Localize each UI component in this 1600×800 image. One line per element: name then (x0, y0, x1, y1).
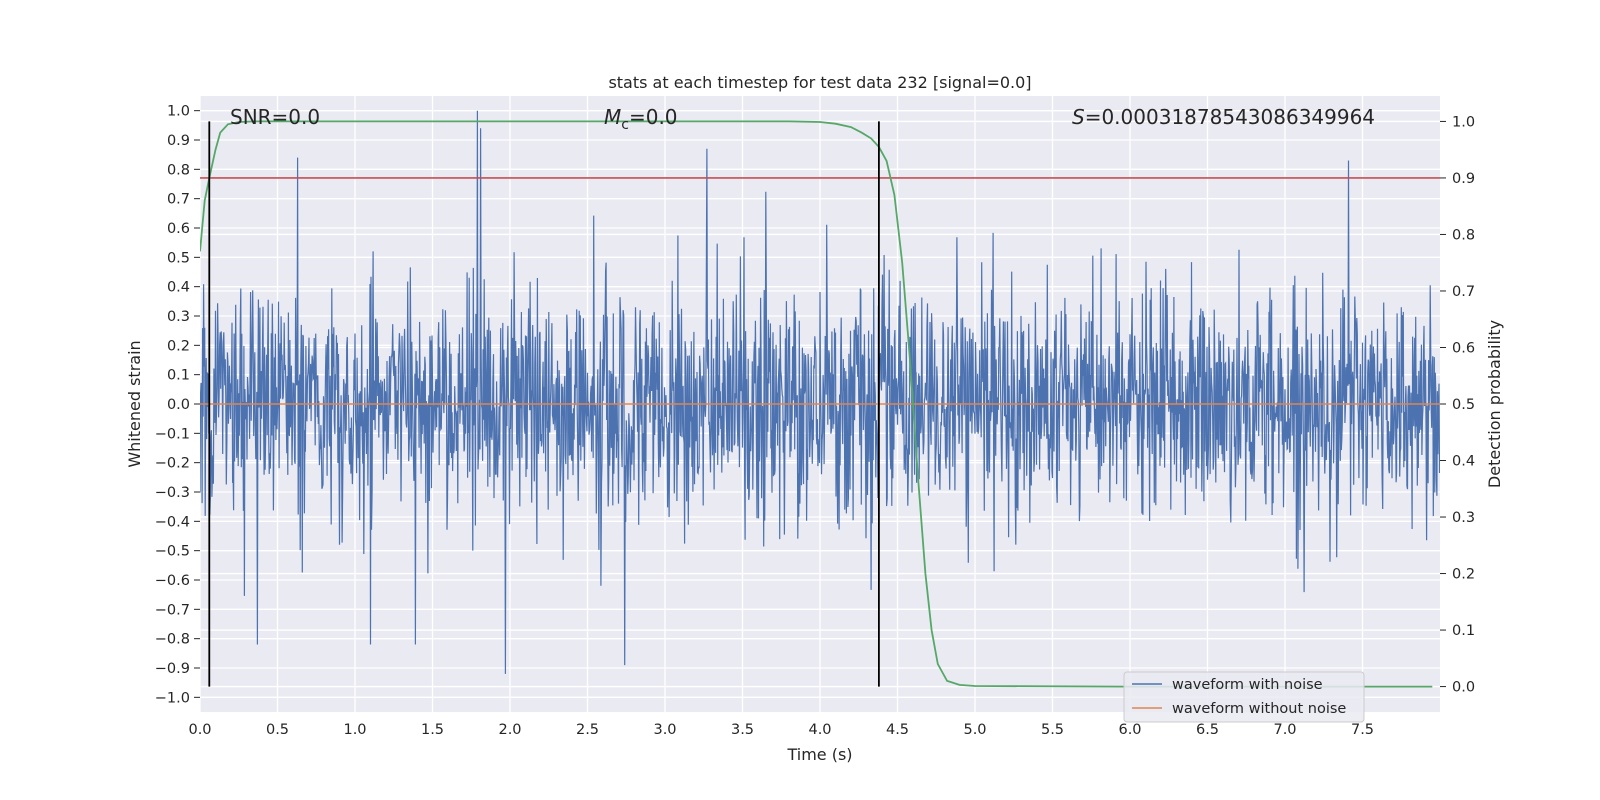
x-tick-label: 7.5 (1351, 722, 1374, 738)
x-tick-label: 2.0 (498, 722, 521, 738)
series-waveform-with-noise (200, 110, 1440, 674)
y2-axis-ticks: 1.0 0.9 0.8 0.7 0.6 0.5 0.4 0.3 0.2 0.1 0.0 (1440, 114, 1475, 696)
legend-label-clean: waveform without noise (1172, 701, 1346, 717)
x-tick-label: 2.5 (576, 722, 599, 738)
x-tick-label: 0.0 (188, 722, 211, 738)
x-tick-label: 4.0 (808, 722, 831, 738)
x-axis-ticks: 0.0 0.5 1.0 1.5 2.0 2.5 3.0 3.5 4.0 4.5 5.0 5.5 6.0 6… (188, 722, 1374, 738)
s-annotation: S=0.00031878543086349964 (1072, 105, 1375, 129)
y-tick-label: −0.3 (155, 485, 190, 501)
series-detection-probability (200, 120, 1433, 688)
x-tick-label: 3.0 (653, 722, 676, 738)
mc-annotation: Mc=0.0 (604, 105, 678, 133)
y-tick-label: 0.8 (167, 162, 190, 178)
legend: waveform with noise waveform without noi… (1123, 671, 1365, 723)
x-tick-label: 5.0 (963, 722, 986, 738)
y-tick-label: 0.4 (167, 280, 190, 296)
x-tick-label: 5.5 (1041, 722, 1064, 738)
legend-label-noise: waveform with noise (1172, 677, 1323, 693)
mc-symbol: M (604, 105, 621, 129)
y-tick-label: −0.4 (155, 514, 190, 530)
y2-tick-label: 0.5 (1452, 397, 1475, 413)
x-tick-label: 1.5 (421, 722, 444, 738)
y-tick-label: 0.0 (167, 397, 190, 413)
y-tick-label: −0.7 (155, 602, 190, 618)
y2-tick-label: 0.4 (1452, 454, 1475, 470)
y-tick-label: 0.3 (167, 309, 190, 325)
y-tick-label: −0.8 (155, 632, 190, 648)
y-tick-label: −0.9 (155, 661, 190, 677)
y-tick-label: 0.5 (167, 250, 190, 266)
snr-annotation: SNR=0.0 (230, 105, 320, 129)
y-tick-label: 0.2 (167, 338, 190, 354)
x-tick-label: 1.0 (343, 722, 366, 738)
y-tick-label: 1.0 (167, 104, 190, 120)
mc-value: =0.0 (629, 105, 678, 129)
y-axis-label: Whitened strain (125, 340, 144, 467)
y2-tick-label: 1.0 (1452, 114, 1475, 130)
x-tick-label: 0.5 (266, 722, 289, 738)
s-symbol: S (1072, 105, 1085, 129)
y-tick-label: 0.7 (167, 192, 190, 208)
y2-tick-label: 0.6 (1452, 340, 1475, 356)
x-axis-label: Time (s) (786, 745, 852, 764)
y-tick-label: 0.9 (167, 133, 190, 149)
vertical-markers (208, 121, 880, 687)
y2-tick-label: 0.1 (1452, 623, 1475, 639)
y-tick-label: 0.1 (167, 368, 190, 384)
y2-tick-label: 0.0 (1452, 680, 1475, 696)
y-axis-ticks: 1.0 0.9 0.8 0.7 0.6 0.5 0.4 0.3 0.2 0.1 0.0 −0.1 −0.… (155, 104, 200, 706)
y2-tick-label: 0.9 (1452, 171, 1475, 187)
x-tick-label: 3.5 (731, 722, 754, 738)
y-tick-label: 0.6 (167, 221, 190, 237)
chart-title: stats at each timestep for test data 232… (608, 73, 1031, 92)
x-tick-label: 6.0 (1118, 722, 1141, 738)
legend-box (1123, 671, 1365, 723)
x-tick-label: 7.0 (1273, 722, 1296, 738)
y2-tick-label: 0.8 (1452, 227, 1475, 243)
x-tick-label: 6.5 (1196, 722, 1219, 738)
mc-subscript: c (621, 117, 629, 133)
y-tick-label: −1.0 (155, 690, 190, 706)
y2-tick-label: 0.7 (1452, 284, 1475, 300)
x-tick-label: 4.5 (886, 722, 909, 738)
s-value: =0.00031878543086349964 (1085, 105, 1375, 129)
y2-axis-label: Detection probability (1485, 320, 1504, 488)
y-tick-label: −0.1 (155, 426, 190, 442)
y2-tick-label: 0.3 (1452, 510, 1475, 526)
y-tick-label: −0.2 (155, 456, 190, 472)
y-tick-label: −0.6 (155, 573, 190, 589)
y-tick-label: −0.5 (155, 544, 190, 560)
y2-tick-label: 0.2 (1452, 567, 1475, 583)
